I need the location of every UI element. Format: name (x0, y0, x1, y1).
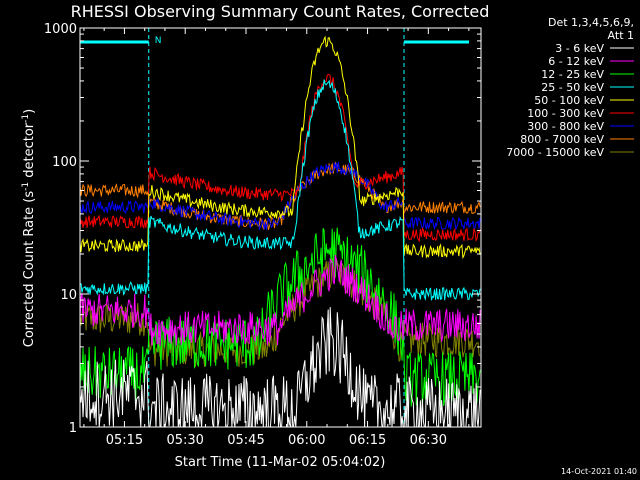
x-axis: 05:15 05:30 05:45 06:00 06:15 06:30 (83, 28, 470, 448)
legend-entry-label: 12 - 25 keV (541, 68, 604, 81)
legend-entry-label: 300 - 800 keV (527, 120, 604, 133)
legend-header-attenuator: Att 1 (608, 29, 634, 42)
legend-entry-label: 50 - 100 keV (534, 94, 604, 107)
x-tick-label: 05:30 (166, 433, 203, 448)
x-tick-label: 06:15 (349, 433, 386, 448)
series-line (80, 35, 481, 260)
y-axis: 1 10 100 1000 (44, 22, 481, 436)
legend-entry-label: 25 - 50 keV (541, 81, 604, 94)
flag-label: N (155, 36, 162, 46)
x-tick-label: 05:45 (227, 433, 264, 448)
x-tick-label: 06:30 (410, 433, 447, 448)
legend-header-detectors: Det 1,3,4,5,6,9, (548, 16, 634, 29)
y-tick-label: 1 (69, 421, 77, 436)
y-tick-label: 10 (60, 288, 77, 303)
plot-frame (79, 27, 482, 428)
series-line (80, 307, 481, 427)
x-tick-label: 05:15 (106, 433, 143, 448)
series-layer (80, 28, 481, 427)
legend-entry-label: 7000 - 15000 keV (506, 146, 604, 159)
series-line (80, 227, 481, 407)
legend-entry-label: 100 - 300 keV (527, 107, 604, 120)
footer-date: 14-Oct-2021 01:40 (561, 467, 637, 476)
x-tick-label: 06:00 (288, 433, 325, 448)
legend-entry-label: 800 - 7000 keV (520, 133, 604, 146)
y-tick-label: 100 (52, 155, 77, 170)
x-axis-label: Start Time (11-Mar-02 05:04:02) (175, 455, 386, 470)
series-line (80, 254, 481, 346)
chart-title: RHESSI Observing Summary Count Rates, Co… (71, 2, 490, 21)
y-tick-label: 1000 (44, 22, 77, 37)
y-axis-label: Corrected Count Rate (s-1 detector-1) (21, 109, 37, 347)
legend-entry-label: 6 - 12 keV (548, 55, 604, 68)
series-line (80, 73, 481, 243)
legend-entry-label: 3 - 6 keV (555, 42, 604, 55)
series-line (80, 79, 481, 302)
